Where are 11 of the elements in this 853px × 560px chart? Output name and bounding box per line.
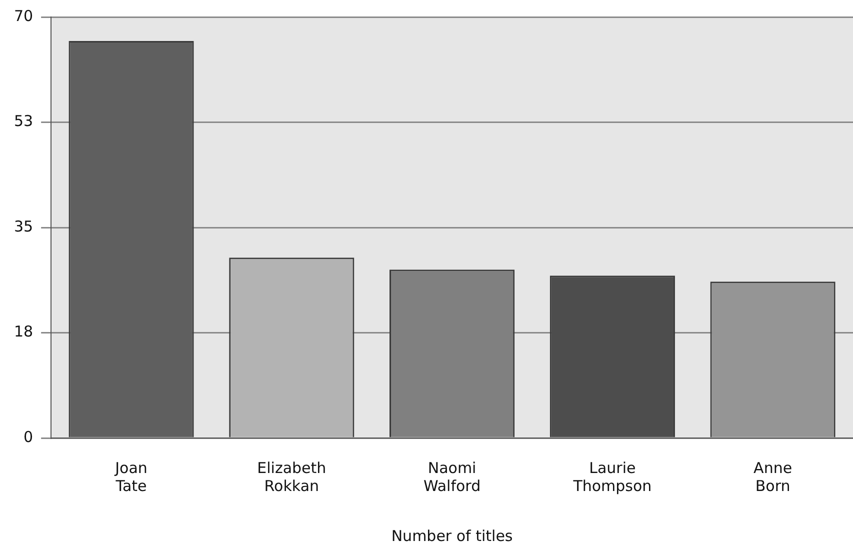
x-tick-label: Elizabeth Rokkan: [257, 458, 326, 495]
x-tick-label: Anne Born: [754, 458, 792, 495]
y-tick-label: 35: [14, 217, 34, 236]
y-tick-label: 18: [14, 322, 34, 341]
x-axis-title: Number of titles: [391, 526, 513, 545]
x-tick-label: Laurie Thompson: [572, 458, 652, 495]
x-tick-label: Naomi Walford: [423, 458, 481, 495]
y-tick-label: 70: [14, 6, 34, 25]
y-tick-label: 0: [24, 428, 34, 446]
x-tick-label: Joan Tate: [114, 458, 148, 495]
y-tick-label: 53: [14, 112, 34, 130]
